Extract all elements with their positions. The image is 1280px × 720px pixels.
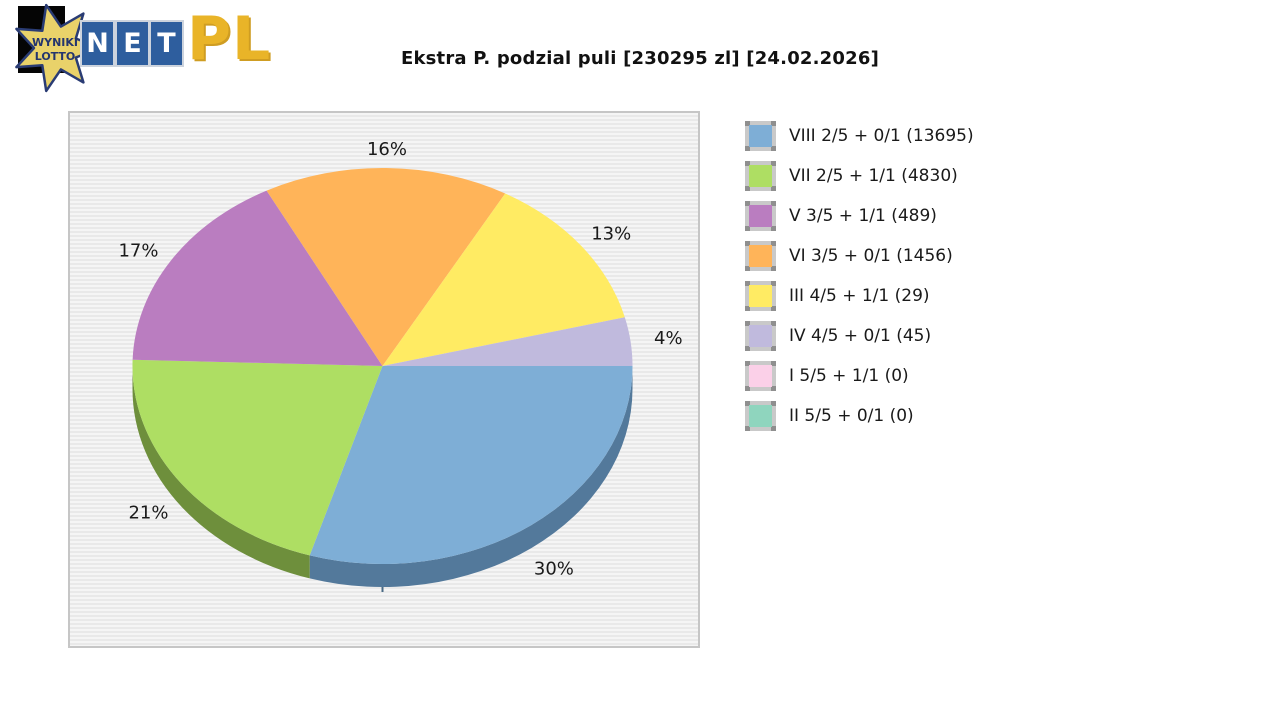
pie-chart: 30% 21% 17% 16% 13% 4% (118, 139, 683, 592)
legend-item: III 4/5 + 1/1 (29) (745, 281, 974, 311)
legend-item: VIII 2/5 + 0/1 (13695) (745, 121, 974, 151)
legend-swatch (745, 361, 776, 391)
pie-percent-label: 13% (591, 224, 631, 245)
legend: VIII 2/5 + 0/1 (13695) VII 2/5 + 1/1 (483… (745, 121, 974, 441)
legend-item: VI 3/5 + 0/1 (1456) (745, 241, 974, 271)
legend-label: VII 2/5 + 1/1 (4830) (789, 166, 958, 186)
chart-panel: 30% 21% 17% 16% 13% 4% (68, 111, 700, 648)
legend-swatch (745, 401, 776, 431)
legend-swatch (745, 281, 776, 311)
legend-swatch (745, 201, 776, 231)
pie-slice (382, 193, 625, 366)
wyniki-lotto-star-icon: WYNIKI LOTTO (15, 3, 102, 93)
legend-swatch (745, 321, 776, 351)
legend-label: IV 4/5 + 0/1 (45) (789, 326, 932, 346)
pie-percent-label: 30% (534, 558, 574, 579)
site-logo[interactable]: WYNIKI LOTTO N E T PL (0, 0, 290, 95)
legend-item: VII 2/5 + 1/1 (4830) (745, 161, 974, 191)
legend-label: I 5/5 + 1/1 (0) (789, 366, 909, 386)
logo-star-text-line1: WYNIKI (32, 36, 78, 49)
legend-label: VIII 2/5 + 0/1 (13695) (789, 126, 974, 146)
legend-label: VI 3/5 + 0/1 (1456) (789, 246, 953, 266)
legend-label: V 3/5 + 1/1 (489) (789, 206, 937, 226)
legend-item: I 5/5 + 1/1 (0) (745, 361, 974, 391)
logo-net-tile-n: N (80, 20, 115, 67)
legend-swatch (745, 161, 776, 191)
logo-net-tile-e: E (115, 20, 150, 67)
legend-item: IV 4/5 + 0/1 (45) (745, 321, 974, 351)
legend-item: II 5/5 + 0/1 (0) (745, 401, 974, 431)
pie-slice (266, 168, 506, 366)
pie-slice (309, 366, 633, 564)
logo-star-text-line2: LOTTO (35, 50, 76, 63)
pie-slice (382, 317, 633, 366)
logo-pl-text: PL (187, 4, 272, 74)
pie-percent-label: 16% (367, 139, 407, 160)
pie-slice (132, 190, 383, 366)
pie-slice-side (309, 366, 633, 587)
legend-item: V 3/5 + 1/1 (489) (745, 201, 974, 231)
legend-swatch (745, 241, 776, 271)
logo-net-tile-t: T (149, 20, 184, 67)
chart-title: Ekstra P. podzial puli [230295 zl] [24.0… (400, 48, 880, 70)
legend-label: III 4/5 + 1/1 (29) (789, 286, 930, 306)
pie-percent-label: 21% (128, 502, 168, 523)
pie-slice-side (132, 366, 310, 579)
legend-label: II 5/5 + 0/1 (0) (789, 406, 914, 426)
pie-percent-label: 4% (654, 328, 683, 349)
pie-percent-label: 17% (118, 240, 158, 261)
pie-slice (132, 359, 383, 556)
legend-swatch (745, 121, 776, 151)
